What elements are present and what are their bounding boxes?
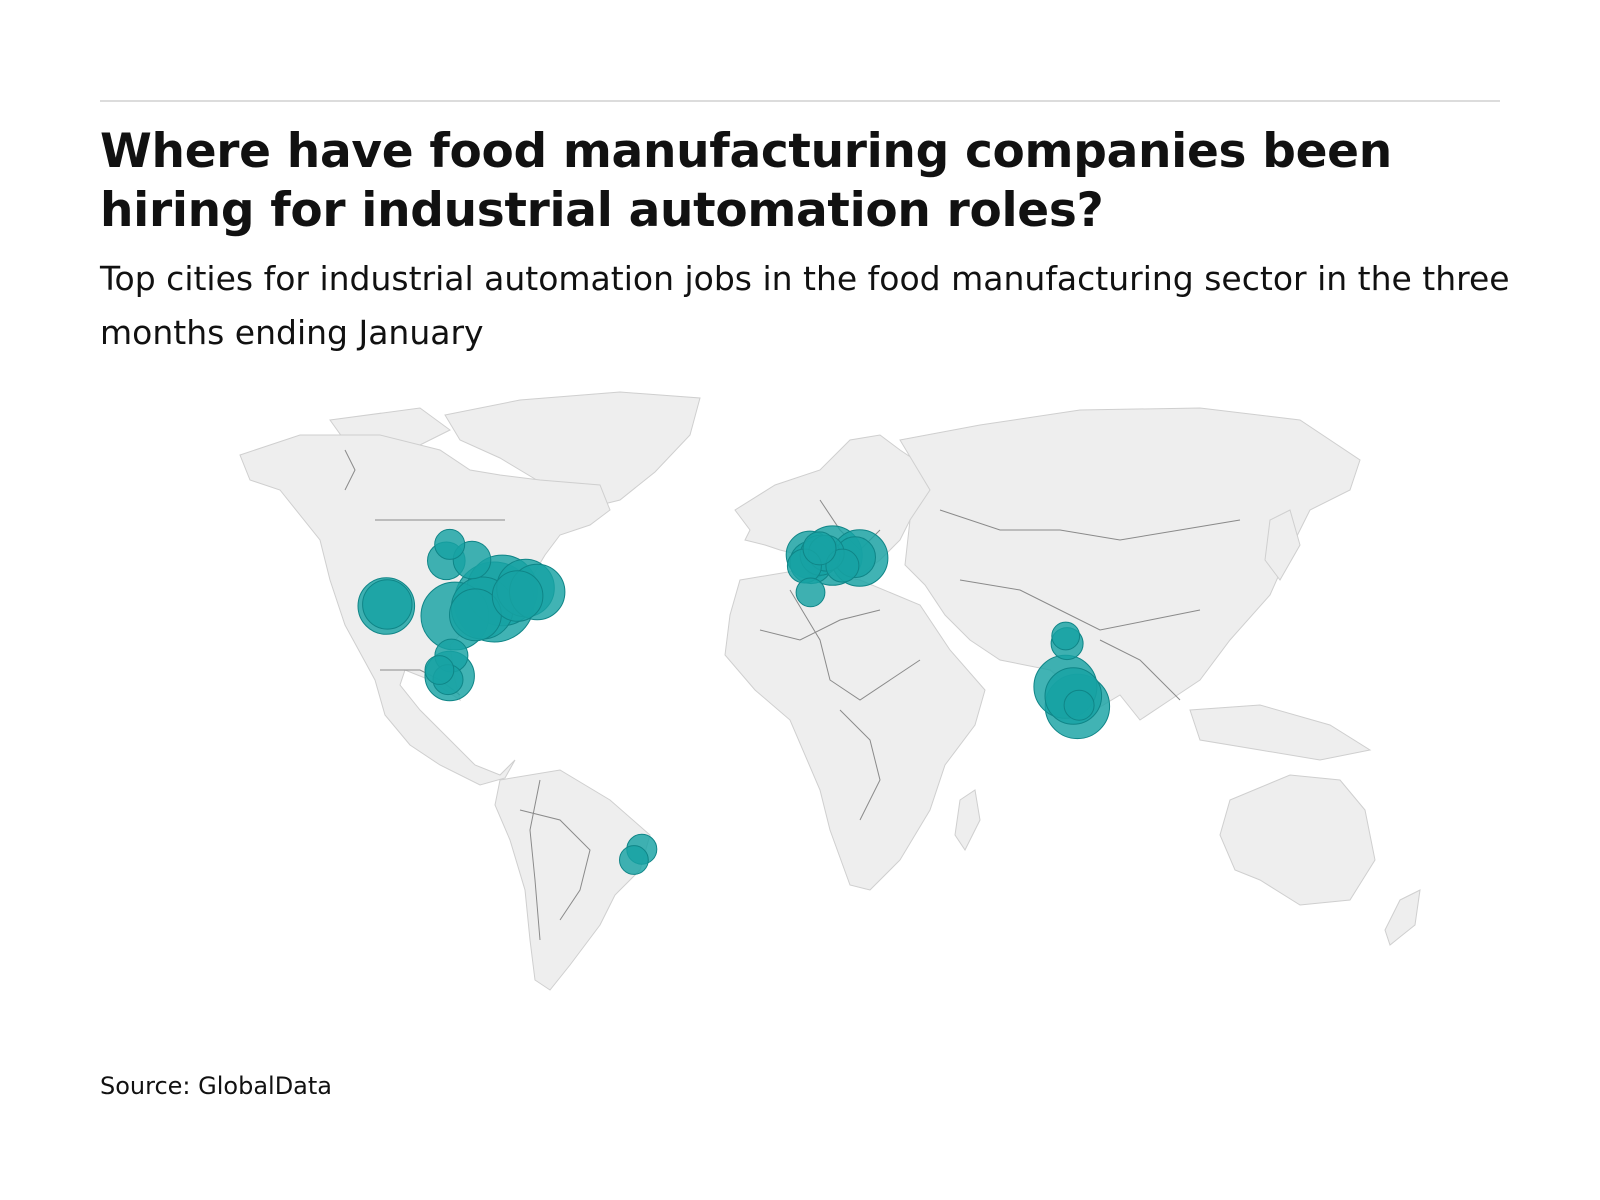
land-africa bbox=[724, 569, 986, 891]
top-divider bbox=[100, 100, 1500, 102]
land-south-america bbox=[494, 769, 651, 991]
land-new-zealand bbox=[1384, 889, 1421, 946]
city-bubble bbox=[434, 528, 466, 560]
city-bubble bbox=[424, 655, 455, 685]
city-bubble bbox=[1063, 689, 1095, 721]
city-bubble bbox=[491, 570, 544, 622]
land-layer bbox=[239, 391, 1421, 991]
city-bubble bbox=[825, 548, 860, 583]
city-bubble bbox=[1051, 621, 1081, 651]
source-note: Source: GlobalData bbox=[100, 1072, 333, 1100]
city-bubble bbox=[802, 531, 837, 566]
land-greenland bbox=[444, 391, 701, 511]
city-bubble bbox=[795, 577, 826, 608]
chart-subtitle: Top cities for industrial automation job… bbox=[100, 259, 1510, 352]
land-australia bbox=[1219, 774, 1376, 906]
land-se-asia-islands bbox=[1189, 704, 1372, 761]
land-asia bbox=[899, 407, 1361, 721]
land-japan bbox=[1264, 509, 1301, 581]
chart-title: Where have food manufacturing companies … bbox=[100, 124, 1392, 238]
land-madagascar bbox=[954, 789, 981, 851]
world-map bbox=[239, 391, 1421, 991]
city-bubble bbox=[619, 845, 649, 875]
bubble-layer bbox=[357, 525, 1111, 875]
city-bubble bbox=[362, 579, 413, 630]
